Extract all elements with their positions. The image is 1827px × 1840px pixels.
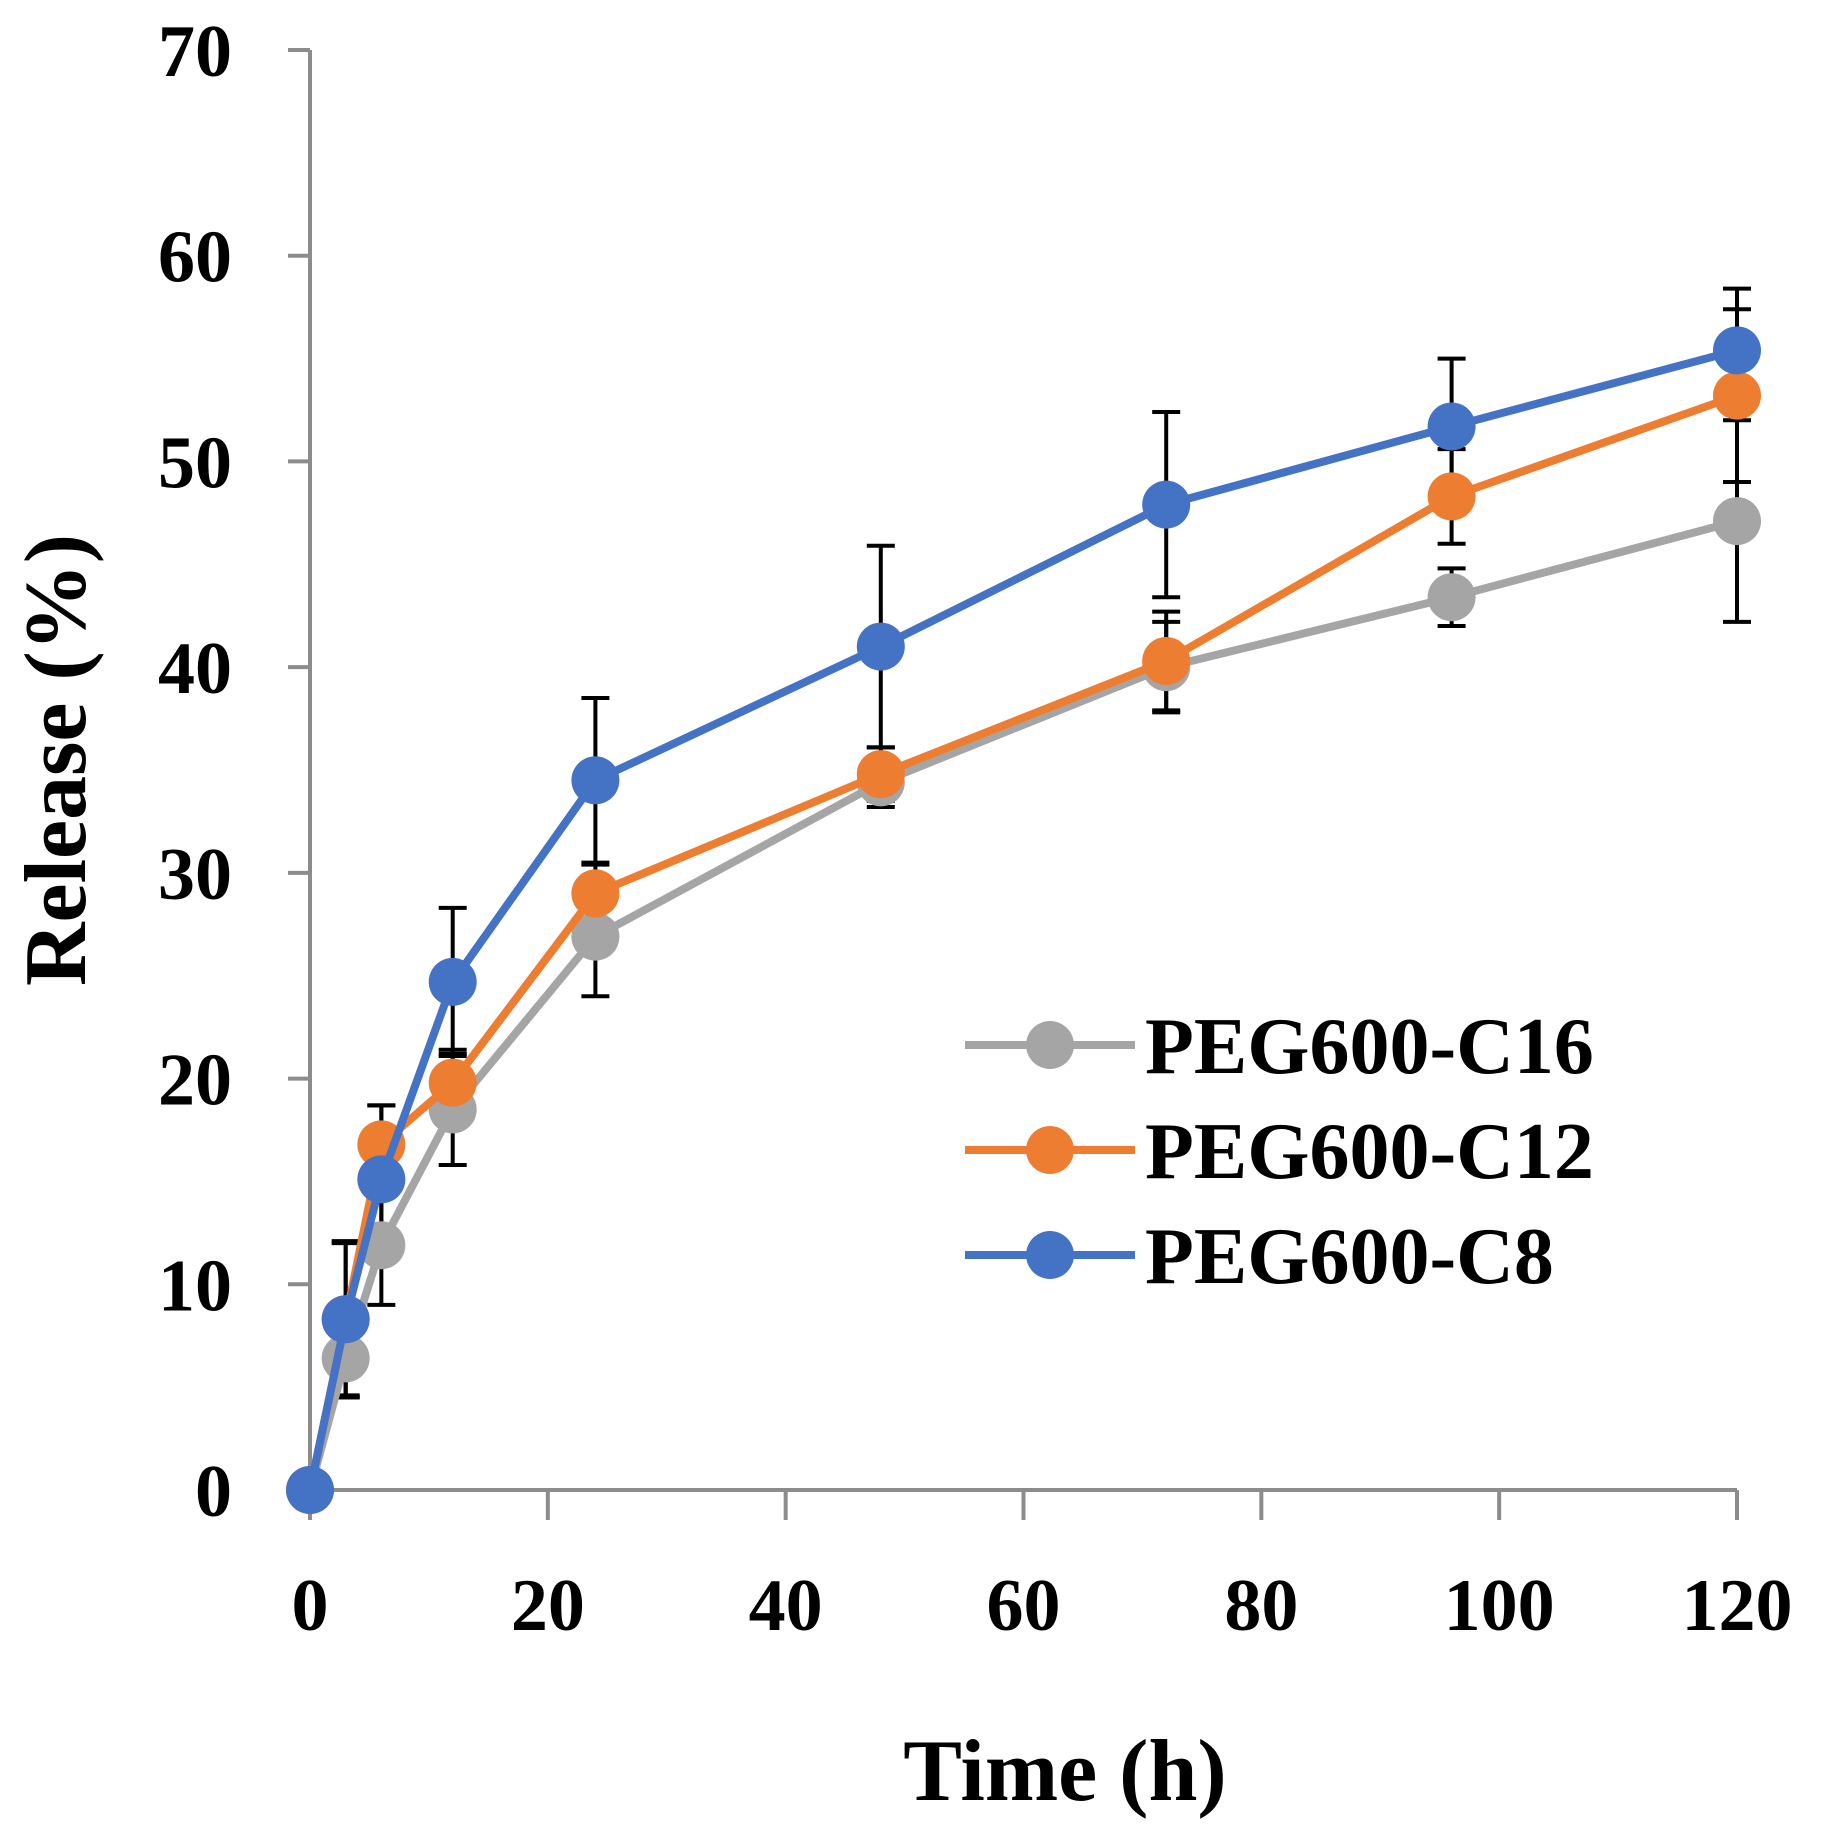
series-peg600-c8 bbox=[286, 326, 1761, 1514]
x-axis-title: Time (h) bbox=[903, 1723, 1226, 1820]
data-point bbox=[428, 957, 477, 1006]
data-point bbox=[1427, 573, 1476, 622]
data-point bbox=[1142, 480, 1191, 529]
data-point bbox=[1713, 497, 1761, 546]
data-point bbox=[856, 622, 905, 671]
data-point bbox=[286, 1466, 334, 1514]
axes: 0 10 20 30 40 50 60 70 0 20 40 60 80 100 120 bbox=[158, 11, 1793, 1647]
legend-label: PEG600-C8 bbox=[1145, 1213, 1554, 1301]
series-peg600-c12 bbox=[286, 371, 1761, 1514]
y-tick-label: 50 bbox=[158, 422, 232, 504]
y-tick-label: 30 bbox=[158, 834, 232, 916]
data-point bbox=[1427, 472, 1476, 521]
x-tick-label: 0 bbox=[292, 1565, 329, 1647]
series bbox=[286, 326, 1761, 1514]
data-point bbox=[357, 1155, 406, 1204]
x-tick-label: 120 bbox=[1682, 1565, 1793, 1647]
x-tick-label: 40 bbox=[749, 1565, 823, 1647]
y-tick-label: 0 bbox=[195, 1451, 232, 1533]
legend-label: PEG600-C12 bbox=[1145, 1108, 1594, 1196]
y-tick-label: 20 bbox=[158, 1040, 232, 1122]
x-tick-label: 20 bbox=[511, 1565, 585, 1647]
series-line bbox=[306, 391, 1739, 1491]
series-line bbox=[306, 346, 1739, 1491]
data-point bbox=[571, 912, 620, 961]
data-point bbox=[1427, 402, 1476, 451]
data-point bbox=[1142, 636, 1191, 685]
data-point bbox=[321, 1295, 370, 1344]
legend-swatch-marker bbox=[1026, 1021, 1074, 1069]
legend-item: PEG600-C8 bbox=[965, 1213, 1554, 1301]
x-tick-label: 100 bbox=[1444, 1565, 1555, 1647]
x-tick-label: 80 bbox=[1224, 1565, 1298, 1647]
y-axis-title: Release (%) bbox=[8, 534, 105, 986]
x-tick-label: 60 bbox=[987, 1565, 1061, 1647]
data-point bbox=[428, 1058, 477, 1107]
legend-swatch-marker bbox=[1026, 1231, 1074, 1279]
y-tick-label: 70 bbox=[158, 11, 232, 93]
data-point bbox=[1713, 326, 1761, 375]
legend-item: PEG600-C16 bbox=[965, 1003, 1594, 1091]
y-tick-label: 40 bbox=[158, 628, 232, 710]
y-tick-label: 10 bbox=[158, 1245, 232, 1327]
y-tick-label: 60 bbox=[158, 217, 232, 299]
data-point bbox=[571, 756, 620, 805]
legend-item: PEG600-C12 bbox=[965, 1108, 1594, 1196]
data-point bbox=[856, 750, 905, 799]
legend-label: PEG600-C16 bbox=[1145, 1003, 1594, 1091]
data-point bbox=[571, 869, 620, 918]
legend: PEG600-C16 PEG600-C12 PEG600-C8 bbox=[965, 1003, 1594, 1301]
data-point bbox=[1713, 371, 1761, 420]
legend-swatch-marker bbox=[1026, 1126, 1074, 1174]
